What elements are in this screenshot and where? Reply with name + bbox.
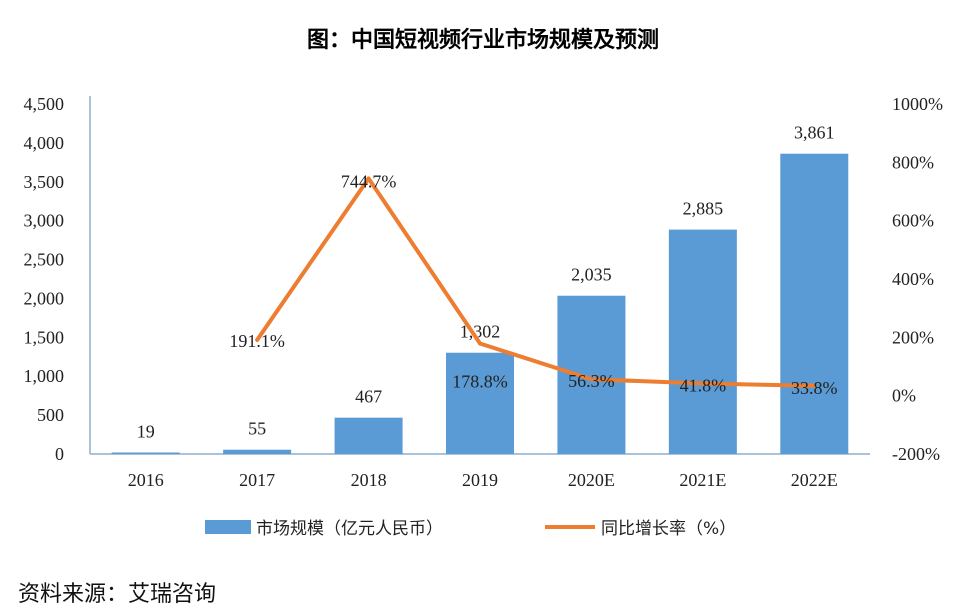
x-tick-label: 2022E (791, 470, 838, 490)
y-right-tick-label: 400% (892, 269, 934, 289)
y-left-tick-label: 2,500 (24, 250, 65, 270)
x-tick-label: 2017 (239, 470, 275, 490)
y-right-tick-label: 200% (892, 327, 934, 347)
bar (780, 153, 849, 454)
y-left-tick-label: 2,000 (24, 288, 65, 308)
y-left-tick-label: 3,500 (24, 172, 65, 192)
x-tick-label: 2019 (462, 470, 498, 490)
y-right-tick-label: 600% (892, 211, 934, 231)
line-value-label: 178.8% (452, 372, 508, 392)
line-value-label: 33.8% (791, 378, 838, 398)
growth-line-segment (700, 381, 817, 388)
y-left-tick-label: 1,500 (24, 327, 65, 347)
bar-value-label: 2,885 (683, 199, 724, 219)
bar-value-label: 19 (137, 422, 155, 442)
y-right-tick-label: -200% (892, 444, 940, 464)
growth-line-segment (478, 341, 594, 382)
y-left-tick-label: 500 (37, 405, 64, 425)
bar-value-label: 2,035 (571, 265, 612, 285)
bar (334, 417, 403, 454)
x-tick-label: 2021E (679, 470, 726, 490)
bar (668, 229, 737, 454)
source-note: 资料来源：艾瑞咨询 (18, 582, 217, 607)
legend-bar-swatch (205, 520, 251, 534)
x-tick-label: 2018 (351, 470, 387, 490)
bar (557, 295, 626, 454)
y-right-tick-label: 800% (892, 152, 934, 172)
chart-title: 图：中国短视频行业市场规模及预测 (306, 28, 659, 53)
line-value-label: 191.1% (229, 331, 285, 351)
bar (223, 449, 292, 454)
line-value-label: 56.3% (568, 371, 615, 391)
y-right-tick-label: 1000% (892, 94, 943, 114)
y-left-tick-label: 4,500 (24, 94, 65, 114)
line-value-label: 744.7% (341, 171, 397, 191)
y-right-tick-label: 0% (892, 386, 916, 406)
x-tick-label: 2016 (128, 470, 164, 490)
y-left-tick-label: 0 (55, 444, 64, 464)
growth-line-segment (366, 176, 482, 346)
y-left-tick-label: 1,000 (24, 366, 65, 386)
line-value-label: 41.8% (680, 375, 727, 395)
growth-line-segment (589, 377, 705, 386)
growth-line-segment (255, 176, 371, 342)
y-left-tick-label: 3,000 (24, 211, 65, 231)
legend-bar-label: 市场规模（亿元人民币） (256, 519, 443, 539)
x-tick-label: 2020E (568, 470, 615, 490)
bar (111, 452, 180, 454)
bar-value-label: 55 (248, 419, 266, 439)
bar-value-label: 3,861 (794, 123, 835, 143)
bar-value-label: 467 (355, 387, 382, 407)
bar (446, 352, 514, 454)
legend-line-label: 同比增长率（%） (601, 519, 736, 539)
y-left-tick-label: 4,000 (24, 133, 65, 153)
